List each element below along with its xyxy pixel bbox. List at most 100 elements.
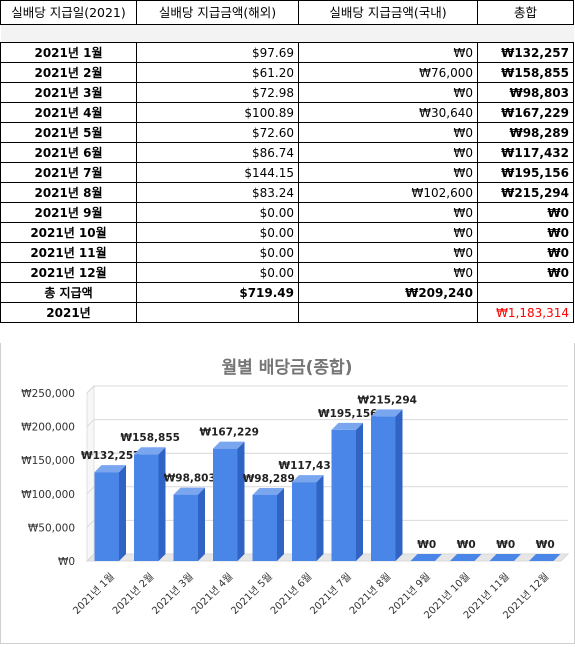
sum-foreign-cell[interactable]: $719.49 [136,282,299,303]
sum-row: 총 지급액 $719.49 ₩209,240 [0,282,574,303]
total-amount-cell[interactable]: ₩158,855 [477,62,574,83]
bar-side [237,441,245,561]
empty-cell[interactable] [298,24,478,43]
table-row: 2021년 5월 $72.60 ₩0 ₩98,289 [0,122,574,143]
total-amount-cell[interactable]: ₩0 [477,202,574,223]
gridline-diagonal [86,486,95,495]
chart-side-wall [86,384,95,563]
header-cell-date[interactable]: 실배당 지급일(2021) [0,0,137,25]
data-label: ₩158,855 [121,432,180,444]
foreign-amount-cell[interactable]: $0.00 [136,242,299,263]
data-label: ₩0 [496,539,515,551]
foreign-amount-cell[interactable]: $97.69 [136,42,299,63]
bar [450,554,482,561]
chart-area[interactable]: 월별 배당금(종합) ₩0 ₩50,000 ₩100,000 ₩150,000 ₩200,… [0,343,575,644]
domestic-amount-cell[interactable]: ₩76,000 [298,62,478,83]
x-tick-label: 2021년 3월 [150,571,196,617]
data-label: ₩132,257 [81,450,140,462]
domestic-amount-cell[interactable]: ₩30,640 [298,102,478,123]
domestic-amount-cell[interactable]: ₩0 [298,42,478,63]
bar-side [118,465,126,561]
date-cell[interactable]: 2021년 3월 [0,82,137,103]
empty-cell[interactable] [0,24,137,43]
domestic-amount-cell[interactable]: ₩0 [298,82,478,103]
total-amount-cell[interactable]: ₩0 [477,242,574,263]
domestic-amount-cell[interactable]: ₩0 [298,242,478,263]
date-cell[interactable]: 2021년 7월 [0,162,137,183]
date-cell[interactable]: 2021년 2월 [0,62,137,83]
domestic-amount-cell[interactable]: ₩0 [298,262,478,283]
foreign-amount-cell[interactable]: $100.89 [136,102,299,123]
total-amount-cell[interactable]: ₩98,803 [477,82,574,103]
bar-top [134,447,166,455]
table-row: 2021년 11월 $0.00 ₩0 ₩0 [0,242,574,263]
gridline-diagonal [86,452,95,461]
date-cell[interactable]: 2021년 9월 [0,202,137,223]
foreign-amount-cell[interactable]: $86.74 [136,142,299,163]
x-tick-label: 2021년 1월 [71,571,117,617]
table-row: 2021년 7월 $144.15 ₩0 ₩195,156 [0,162,574,183]
data-label: ₩167,229 [200,427,259,439]
empty-cell[interactable] [136,24,299,43]
y-tick-label: ₩50,000 [28,522,75,534]
domestic-amount-cell[interactable]: ₩102,600 [298,182,478,203]
table-row: 2021년 3월 $72.98 ₩0 ₩98,803 [0,82,574,103]
dividend-table: 실배당 지급일(2021) 실배당 지급금액(해외) 실배당 지급금액(국내) … [0,0,574,323]
total-amount-cell[interactable]: ₩195,156 [477,162,574,183]
sum-domestic-cell[interactable]: ₩209,240 [298,282,478,303]
domestic-amount-cell[interactable]: ₩0 [298,142,478,163]
total-amount-cell[interactable]: ₩0 [477,222,574,243]
foreign-amount-cell[interactable]: $61.20 [136,62,299,83]
date-cell[interactable]: 2021년 6월 [0,142,137,163]
date-cell[interactable]: 2021년 10월 [0,222,137,243]
y-tick-label: ₩100,000 [21,489,75,501]
bar-top [213,441,245,449]
bar-side [355,422,363,561]
foreign-amount-cell[interactable]: $0.00 [136,262,299,283]
date-cell[interactable]: 2021년 5월 [0,122,137,143]
foreign-amount-cell[interactable]: $83.24 [136,182,299,203]
total-amount-cell[interactable]: ₩167,229 [477,102,574,123]
total-amount-cell[interactable]: ₩215,294 [477,182,574,203]
foreign-amount-cell[interactable]: $72.60 [136,122,299,143]
foreign-amount-cell[interactable]: $0.00 [136,222,299,243]
bar-side [395,409,403,561]
total-amount-cell[interactable]: ₩0 [477,262,574,283]
total-amount-cell[interactable]: ₩117,432 [477,142,574,163]
date-cell[interactable]: 2021년 11월 [0,242,137,263]
foreign-amount-cell[interactable]: $144.15 [136,162,299,183]
header-cell-total[interactable]: 총합 [477,0,574,25]
foreign-amount-cell[interactable]: $0.00 [136,202,299,223]
total-amount-cell[interactable]: ₩132,257 [477,42,574,63]
date-cell[interactable]: 2021년 1월 [0,42,137,63]
total-amount-cell[interactable]: ₩98,289 [477,122,574,143]
domestic-amount-cell[interactable]: ₩0 [298,162,478,183]
domestic-amount-cell[interactable]: ₩0 [298,222,478,243]
bar [292,482,317,561]
bar-top [371,409,403,417]
year-foreign-cell[interactable] [136,302,299,323]
domestic-amount-cell[interactable]: ₩0 [298,202,478,223]
header-cell-domestic[interactable]: 실배당 지급금액(국내) [298,0,478,25]
foreign-amount-cell[interactable]: $72.98 [136,82,299,103]
year-label-cell[interactable]: 2021년 [0,302,137,323]
bar-top [292,475,324,483]
x-tick-label: 2021년 7월 [308,571,354,617]
bar [173,494,198,561]
year-domestic-cell[interactable] [298,302,478,323]
date-cell[interactable]: 2021년 4월 [0,102,137,123]
sum-total-cell[interactable] [477,282,574,303]
sum-label-cell[interactable]: 총 지급액 [0,282,137,303]
domestic-amount-cell[interactable]: ₩0 [298,122,478,143]
empty-cell[interactable] [477,24,574,43]
bar [410,554,442,561]
header-cell-foreign[interactable]: 실배당 지급금액(해외) [136,0,299,25]
table-row: 2021년 12월 $0.00 ₩0 ₩0 [0,262,574,283]
gridline-diagonal [86,385,95,394]
bar-side [276,487,284,561]
date-cell[interactable]: 2021년 12월 [0,262,137,283]
year-total-row: 2021년 ₩1,183,314 [0,302,574,323]
year-total-cell[interactable]: ₩1,183,314 [477,302,574,323]
date-cell[interactable]: 2021년 8월 [0,182,137,203]
